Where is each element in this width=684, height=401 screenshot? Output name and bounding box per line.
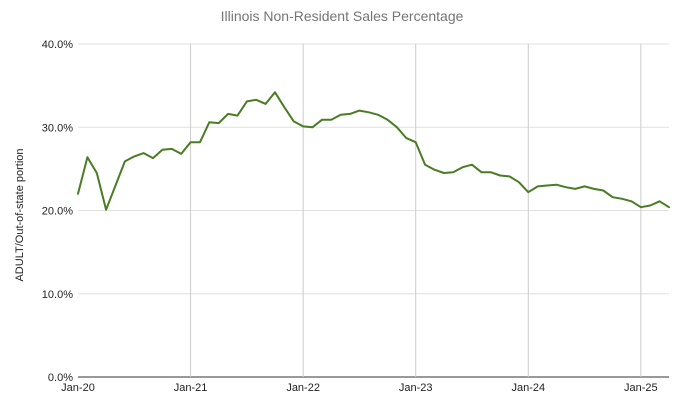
y-tick-label: 0.0% bbox=[48, 372, 73, 384]
y-tick-label: 10.0% bbox=[42, 289, 73, 301]
x-tick-label: Jan-21 bbox=[174, 382, 208, 394]
data-point bbox=[490, 171, 492, 173]
data-point bbox=[293, 120, 295, 122]
data-point bbox=[424, 164, 426, 166]
data-point bbox=[115, 185, 117, 187]
data-point bbox=[171, 148, 173, 150]
data-point bbox=[246, 100, 248, 102]
data-point bbox=[358, 110, 360, 112]
data-point bbox=[302, 125, 304, 127]
data-point bbox=[143, 152, 145, 154]
data-point bbox=[199, 141, 201, 143]
data-point bbox=[480, 171, 482, 173]
y-tick-label: 20.0% bbox=[42, 206, 73, 218]
x-tick-label: Jan-23 bbox=[399, 382, 433, 394]
data-point bbox=[96, 172, 98, 174]
data-point bbox=[649, 205, 651, 207]
y-axis-label: ADULT/Out-of-state portion bbox=[14, 148, 26, 281]
data-point bbox=[565, 186, 567, 188]
data-point bbox=[105, 209, 107, 211]
data-point bbox=[124, 160, 126, 162]
data-point bbox=[227, 113, 229, 115]
data-point bbox=[208, 121, 210, 123]
data-point bbox=[312, 126, 314, 128]
data-point bbox=[190, 141, 192, 143]
grid-lines bbox=[78, 43, 669, 378]
data-point bbox=[405, 137, 407, 139]
data-point bbox=[584, 185, 586, 187]
data-point bbox=[340, 114, 342, 116]
data-point bbox=[321, 119, 323, 121]
data-point bbox=[593, 188, 595, 190]
x-tick-label: Jan-20 bbox=[61, 382, 95, 394]
data-point bbox=[218, 122, 220, 124]
x-tick-label: Jan-22 bbox=[286, 382, 320, 394]
data-point bbox=[133, 155, 135, 157]
data-point bbox=[180, 153, 182, 155]
data-point bbox=[471, 164, 473, 166]
data-point bbox=[518, 181, 520, 183]
data-point bbox=[86, 156, 88, 158]
data-point bbox=[640, 206, 642, 208]
data-point bbox=[274, 91, 276, 93]
x-tick-label: Jan-24 bbox=[511, 382, 545, 394]
series-layer bbox=[77, 91, 670, 211]
data-point bbox=[537, 185, 539, 187]
data-point bbox=[377, 114, 379, 116]
data-point bbox=[443, 172, 445, 174]
data-point bbox=[462, 166, 464, 168]
data-point bbox=[659, 200, 661, 202]
tick-labels: 0.0% 10.0% 20.0% 30.0% 40.0% Jan-20 Jan-21 Jan-… bbox=[42, 39, 658, 394]
data-point bbox=[349, 113, 351, 115]
data-point bbox=[152, 157, 154, 159]
y-tick-label: 30.0% bbox=[42, 122, 73, 134]
x-tick-label: Jan-25 bbox=[624, 382, 658, 394]
data-point bbox=[452, 171, 454, 173]
data-point bbox=[668, 206, 670, 208]
data-point bbox=[621, 198, 623, 200]
data-point bbox=[527, 191, 529, 193]
data-point bbox=[415, 141, 417, 143]
data-point bbox=[630, 200, 632, 202]
data-point bbox=[546, 185, 548, 187]
data-point bbox=[368, 111, 370, 113]
data-point bbox=[236, 115, 238, 117]
y-tick-label: 40.0% bbox=[42, 39, 73, 51]
data-point bbox=[396, 126, 398, 128]
data-point bbox=[602, 190, 604, 192]
series-line bbox=[77, 91, 670, 211]
data-point bbox=[499, 175, 501, 177]
data-point bbox=[387, 119, 389, 121]
data-point bbox=[555, 184, 557, 186]
data-point bbox=[283, 106, 285, 108]
data-point bbox=[574, 188, 576, 190]
chart-title: Illinois Non-Resident Sales Percentage bbox=[221, 8, 464, 24]
data-point bbox=[265, 103, 267, 105]
data-point bbox=[433, 169, 435, 171]
data-point bbox=[330, 119, 332, 121]
data-point bbox=[612, 196, 614, 198]
data-point bbox=[509, 175, 511, 177]
data-point bbox=[255, 99, 257, 101]
data-point bbox=[77, 193, 79, 195]
data-point bbox=[161, 149, 163, 151]
